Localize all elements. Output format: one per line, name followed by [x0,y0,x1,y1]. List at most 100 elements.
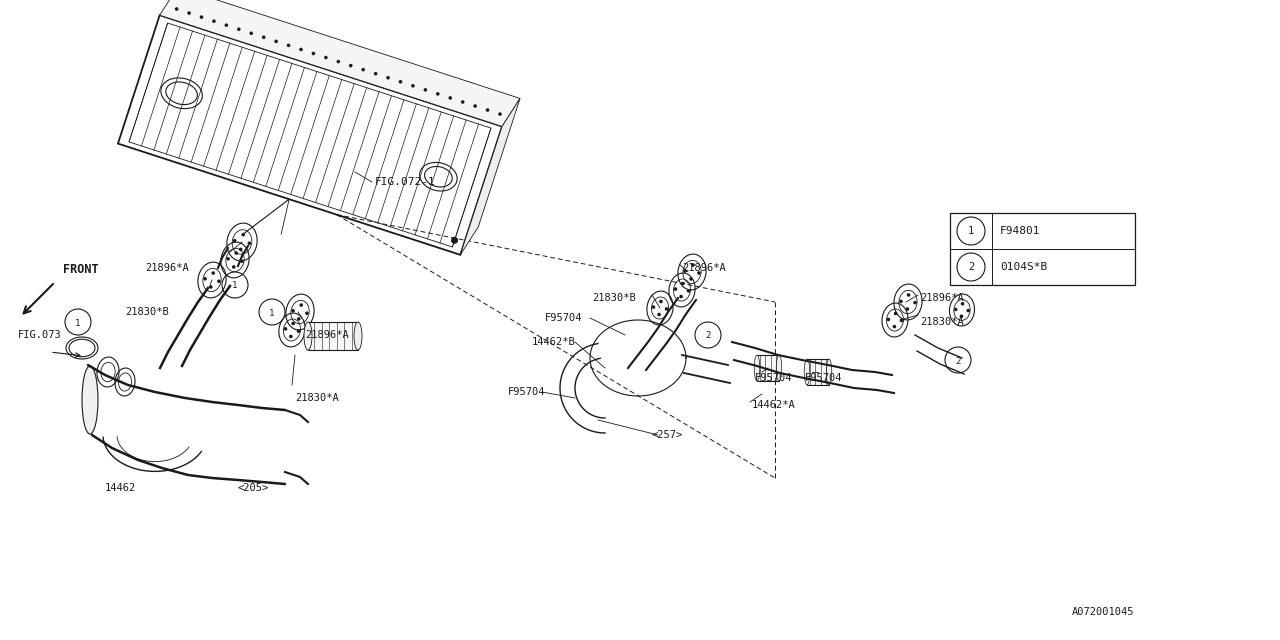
Bar [950,213,1135,285]
Circle shape [224,24,228,27]
Circle shape [218,280,220,283]
Circle shape [659,300,663,303]
Circle shape [689,277,692,281]
Ellipse shape [776,355,782,381]
Circle shape [287,44,291,47]
Ellipse shape [82,366,99,434]
Circle shape [664,307,668,310]
Circle shape [300,303,303,307]
Circle shape [242,233,244,236]
Circle shape [212,19,216,23]
Text: F95704: F95704 [755,373,792,383]
Circle shape [300,47,303,51]
Circle shape [474,104,477,108]
Circle shape [187,12,191,15]
Circle shape [297,317,301,321]
Circle shape [680,295,684,298]
Text: 21830*A: 21830*A [294,393,339,403]
Text: 0104S*B: 0104S*B [1000,262,1047,272]
Circle shape [684,269,687,273]
Text: FIG.073: FIG.073 [18,330,61,340]
Text: 21896*A: 21896*A [920,293,964,303]
Circle shape [239,248,242,251]
Circle shape [262,35,265,39]
Circle shape [954,308,957,311]
Text: 21896*A: 21896*A [145,263,188,273]
Circle shape [906,293,910,297]
Circle shape [227,257,230,260]
Text: 14462*A: 14462*A [753,400,796,410]
Ellipse shape [827,359,832,385]
Text: 2: 2 [955,356,961,365]
Ellipse shape [355,322,362,350]
Text: 2: 2 [705,332,710,340]
Text: 21896*A: 21896*A [305,330,348,340]
Text: F94801: F94801 [1000,226,1041,236]
Circle shape [681,282,685,285]
Ellipse shape [754,355,760,381]
Circle shape [284,327,287,331]
Circle shape [209,285,212,289]
Circle shape [498,112,502,116]
Circle shape [211,271,215,275]
Ellipse shape [305,322,312,350]
Text: 21830*B: 21830*B [125,307,169,317]
Text: F95704: F95704 [805,373,842,383]
Circle shape [887,317,890,321]
Text: 14462*B: 14462*B [532,337,576,347]
Circle shape [966,308,970,312]
Circle shape [673,287,677,291]
Polygon shape [461,99,520,255]
Circle shape [960,314,964,318]
Circle shape [349,64,352,67]
Text: F95704: F95704 [545,313,582,323]
Text: 1: 1 [232,282,238,291]
Text: A072001045: A072001045 [1073,607,1134,617]
Circle shape [233,239,237,243]
Text: FRONT: FRONT [63,263,99,276]
Circle shape [892,324,896,328]
Circle shape [374,72,378,76]
Circle shape [234,252,238,255]
Circle shape [292,322,294,325]
Circle shape [305,312,308,315]
Circle shape [361,68,365,72]
Circle shape [289,335,293,339]
Circle shape [232,265,236,269]
Text: <257>: <257> [652,430,684,440]
Circle shape [324,56,328,60]
Text: 2: 2 [968,262,974,272]
Circle shape [961,302,964,305]
Circle shape [485,108,489,112]
Circle shape [204,277,207,280]
Text: F95704: F95704 [508,387,545,397]
Circle shape [274,40,278,43]
Circle shape [893,312,897,316]
Circle shape [175,7,178,11]
Text: 14462: 14462 [105,483,136,493]
Circle shape [436,92,439,96]
Circle shape [241,259,243,263]
Circle shape [448,96,452,100]
Circle shape [913,301,916,305]
Circle shape [387,76,390,79]
Circle shape [250,31,253,35]
Circle shape [424,88,428,92]
Circle shape [311,52,315,55]
Text: 21830*A: 21830*A [920,317,964,327]
Circle shape [899,300,902,303]
Circle shape [900,319,904,323]
Circle shape [905,307,909,311]
Ellipse shape [804,359,810,385]
Text: 1: 1 [76,319,81,328]
Circle shape [200,15,204,19]
Circle shape [337,60,340,63]
Circle shape [691,263,695,267]
Circle shape [237,28,241,31]
Bar [756,355,780,381]
Polygon shape [160,0,520,127]
Circle shape [292,309,294,312]
Circle shape [461,100,465,104]
Text: 21830*B: 21830*B [591,293,636,303]
Text: FIG.072-1: FIG.072-1 [375,177,435,187]
